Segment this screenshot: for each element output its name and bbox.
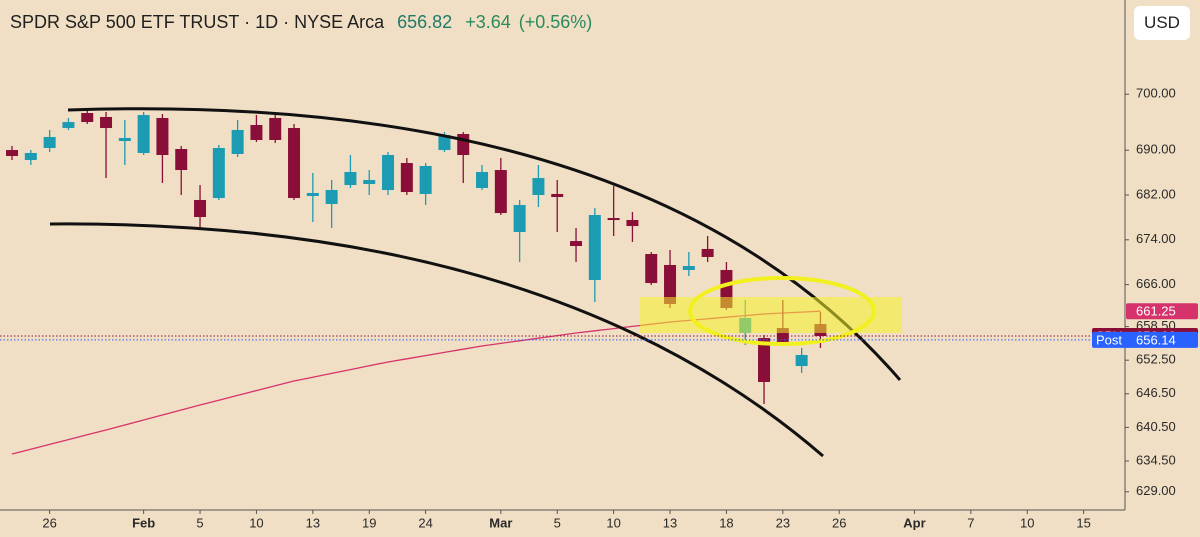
price-badge [1126,303,1198,320]
candle-body [344,171,357,186]
candle-body [438,135,451,151]
candle-body [175,149,188,171]
price-badge-value: 656.14 [1136,332,1176,347]
currency-button[interactable]: USD [1134,6,1190,40]
price-badge-value: 661.25 [1136,304,1176,319]
candle-body [43,136,56,149]
y-tick-label: 629.00 [1136,483,1176,498]
x-tick-label: 24 [418,515,432,530]
candle-body [795,354,808,367]
price-badge-name: Post [1096,332,1122,347]
candle-body [212,148,225,199]
y-tick-label: 700.00 [1136,86,1176,101]
x-tick-label: Mar [489,515,512,530]
x-tick-label: 19 [362,515,376,530]
candle-body [588,214,601,281]
candle-body [758,338,771,382]
candle-body [382,155,395,191]
highlight-zone [640,297,902,333]
candle-body [269,117,282,141]
candle-body [288,128,301,199]
x-tick-label: 5 [196,515,203,530]
y-tick-label: 634.50 [1136,452,1176,467]
y-tick-label: 640.50 [1136,419,1176,434]
x-tick-label: 10 [1020,515,1034,530]
last-price: 656.82 [397,12,453,32]
candle-body [513,205,526,233]
candle-body [231,129,244,155]
x-tick-label: 13 [663,515,677,530]
candle-body [664,264,677,305]
candle-body [645,254,658,284]
candle-body [570,241,583,247]
x-tick-label: Apr [903,515,925,530]
candle-body [476,171,489,188]
x-tick-label: 18 [719,515,733,530]
x-tick-label: 26 [42,515,56,530]
candle-body [194,199,207,218]
highlight-ellipse [688,276,876,346]
symbol-title: SPDR S&P 500 ETF TRUST · 1D · NYSE Arca [10,12,385,32]
plot-area [6,109,827,455]
upper-trend-curve [67,107,902,381]
candle-body [607,218,620,221]
candle-body [325,190,338,205]
candle-body [137,115,150,153]
x-tick-label: 10 [606,515,620,530]
candle-body [551,193,564,198]
candle-body [250,124,263,141]
y-tick-label: 674.00 [1136,231,1176,246]
candle-body [419,165,432,194]
candle-body [400,163,413,193]
candle-body [156,117,169,156]
candle-body [100,116,113,129]
lower-trend-curve [49,222,824,458]
candle-body [81,113,94,123]
change-percent: (+0.56%) [518,12,593,32]
candle-body [494,170,507,214]
x-tick-label: 26 [832,515,846,530]
y-tick-label: 690.00 [1136,142,1176,157]
candle-body [363,179,376,185]
candle-body [24,152,37,160]
y-tick-label: 652.50 [1136,352,1176,367]
x-tick-label: Feb [132,515,155,530]
axes: 700.00690.00682.00674.00666.00658.50652.… [0,86,1198,530]
candle-body [532,178,545,195]
x-tick-label: 13 [306,515,320,530]
candle-body [701,248,714,257]
x-tick-label: 5 [554,515,561,530]
x-tick-label: 15 [1076,515,1090,530]
candle-body [626,220,639,227]
price-badge [1092,331,1198,348]
candle-body [306,192,319,197]
candle-body [62,122,75,129]
candle-body [118,137,131,142]
y-tick-label: 682.00 [1136,186,1176,201]
x-tick-label: 23 [776,515,790,530]
y-tick-label: 646.50 [1136,385,1176,400]
candle-body [682,266,695,270]
x-tick-label: 10 [249,515,263,530]
x-tick-label: 7 [967,515,974,530]
candle-body [457,134,470,156]
y-tick-label: 666.00 [1136,276,1176,291]
header: SPDR S&P 500 ETF TRUST · 1D · NYSE Arca … [10,12,600,33]
candle-body [6,150,19,157]
change: +3.64 [465,12,511,32]
